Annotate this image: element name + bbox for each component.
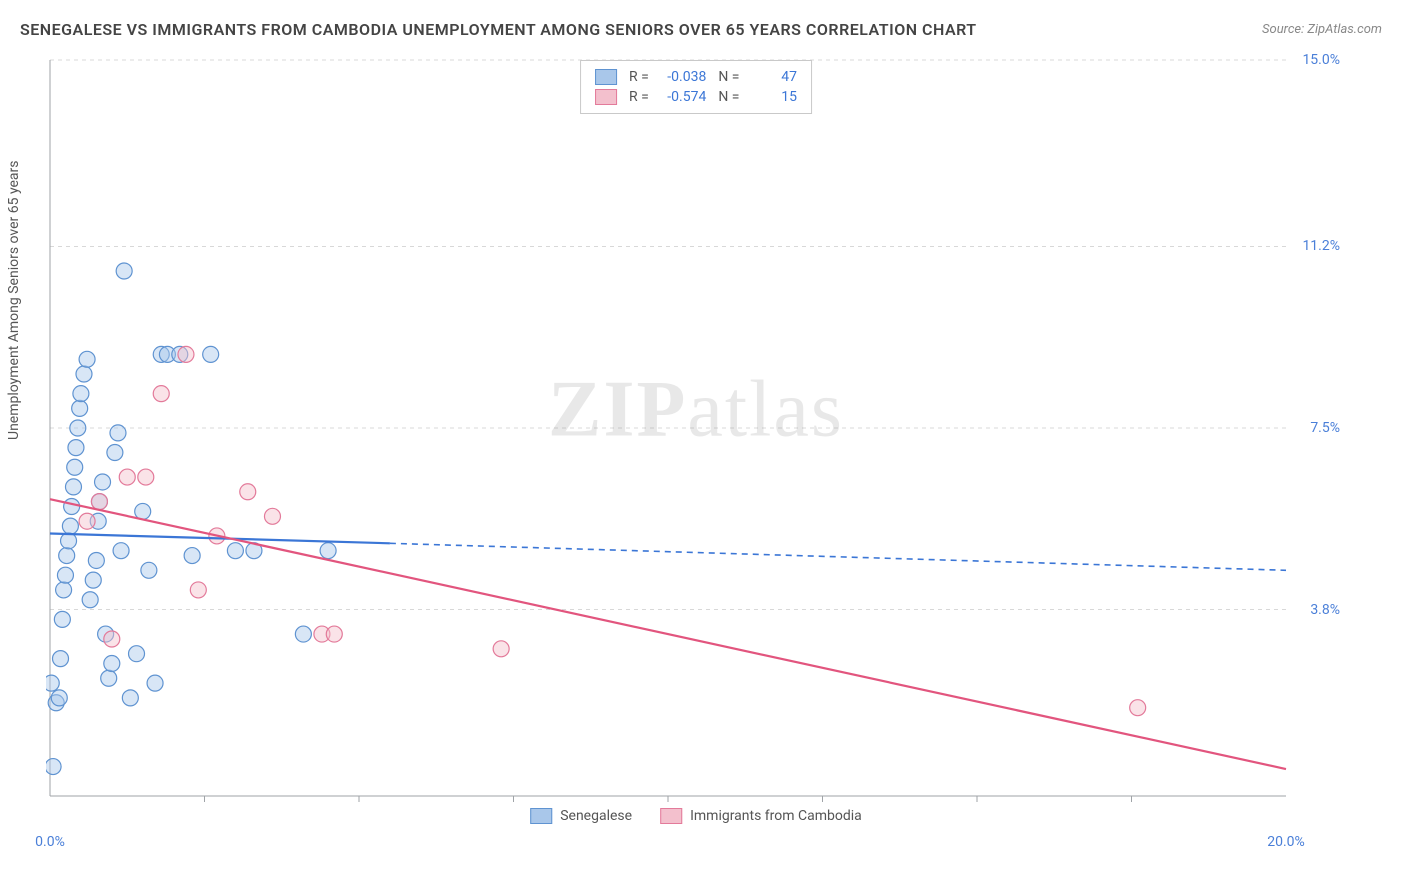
x-tick-label: 0.0% <box>35 834 65 850</box>
correlation-legend: R = -0.038 N = 47 R = -0.574 N = 15 <box>580 60 812 114</box>
legend-stat-row: R = -0.574 N = 15 <box>595 87 797 107</box>
legend-label: Immigrants from Cambodia <box>690 808 862 824</box>
y-axis-label: Unemployment Among Seniors over 65 years <box>6 161 22 441</box>
legend-swatch <box>595 69 617 85</box>
legend-swatch <box>595 89 617 105</box>
source-label: Source: ZipAtlas.com <box>1262 22 1382 37</box>
legend-label: Senegalese <box>560 808 632 824</box>
r-label: R = -0.038 <box>629 69 706 85</box>
chart-area: ZIPatlas R = -0.038N = 47R = -0.574N = 1… <box>46 56 1346 826</box>
y-tick-label: 11.2% <box>1302 238 1340 254</box>
legend-swatch <box>660 808 682 824</box>
x-tick-label: 20.0% <box>1267 834 1305 850</box>
y-tick-label: 15.0% <box>1302 52 1340 68</box>
legend-item: Immigrants from Cambodia <box>660 808 862 824</box>
legend-item: Senegalese <box>530 808 632 824</box>
n-label: N = 15 <box>718 89 797 105</box>
n-label: N = 47 <box>718 69 797 85</box>
series-legend: Senegalese Immigrants from Cambodia <box>530 808 862 824</box>
y-tick-label: 7.5% <box>1310 420 1340 436</box>
chart-title: SENEGALESE VS IMMIGRANTS FROM CAMBODIA U… <box>20 20 977 39</box>
r-label: R = -0.574 <box>629 89 706 105</box>
legend-stat-row: R = -0.038 N = 47 <box>595 67 797 87</box>
legend-swatch <box>530 808 552 824</box>
y-tick-label: 3.8% <box>1310 602 1340 618</box>
scatter-chart-svg <box>46 56 1346 826</box>
